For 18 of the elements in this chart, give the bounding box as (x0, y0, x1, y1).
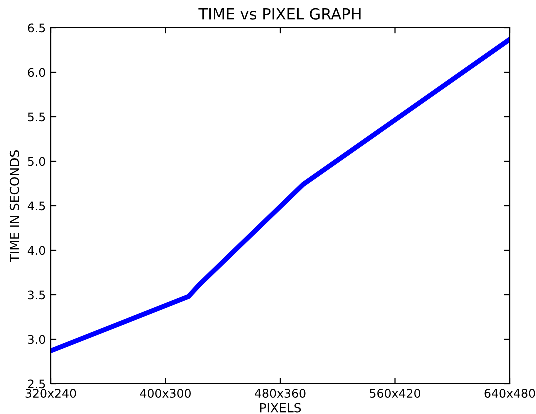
x-tick-label: 320x240 (26, 389, 76, 398)
y-tick-label: 4.5 (28, 202, 46, 211)
y-tick-label: 5.0 (28, 157, 46, 166)
x-tick-label: 400x300 (140, 389, 191, 398)
y-tick-label: 5.5 (28, 112, 46, 122)
x-axis-title: PIXELS (260, 403, 302, 413)
y-axis-title: TIME IN SECONDS (10, 150, 20, 262)
line-series (51, 37, 510, 354)
y-tick-label: 3.5 (28, 290, 46, 300)
y-tick-label: 4.0 (28, 246, 46, 256)
x-tick-label: 560x420 (370, 389, 420, 398)
x-tick-label: 480x360 (255, 389, 306, 398)
y-tick-label: 2.5 (28, 380, 46, 389)
chart-title: TIME vs PIXEL GRAPH (198, 8, 361, 20)
y-tick-label: 3.0 (28, 335, 46, 344)
x-tick-label: 640x480 (484, 389, 536, 398)
y-tick-label: 6.5 (28, 24, 46, 33)
y-tick-label: 6.0 (28, 68, 46, 78)
